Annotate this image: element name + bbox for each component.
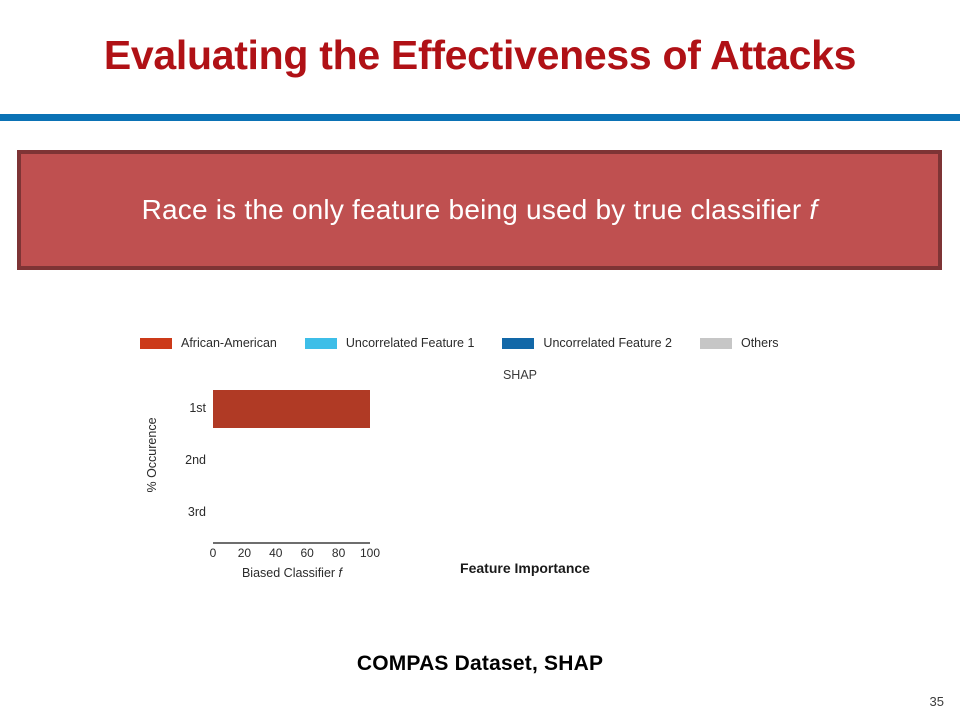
x-tick-100: 100 bbox=[359, 546, 381, 560]
callout-text: Race is the only feature being used by t… bbox=[142, 194, 818, 226]
chart-title: SHAP bbox=[502, 368, 538, 382]
bar-row-1st bbox=[213, 390, 370, 428]
x-tick-60: 60 bbox=[300, 546, 314, 560]
x-tick-20: 20 bbox=[237, 546, 252, 560]
x-axis-label: Biased Classifier f bbox=[196, 566, 388, 580]
title-divider bbox=[0, 114, 960, 121]
y-tick-3rd: 3rd bbox=[187, 505, 206, 519]
callout-box: Race is the only feature being used by t… bbox=[17, 150, 942, 270]
page-title: Evaluating the Effectiveness of Attacks bbox=[103, 32, 857, 78]
y-axis-label: % Occurence bbox=[145, 417, 159, 493]
legend-item-others: Others bbox=[699, 336, 779, 350]
slide-page-number: 35 bbox=[929, 694, 944, 709]
legend-item-uncorrelated-feature-2: Uncorrelated Feature 2 bbox=[502, 336, 672, 350]
shap-figure: African-American Uncorrelated Feature 1 … bbox=[130, 318, 830, 608]
y-tick-2nd: 2nd bbox=[185, 453, 206, 467]
x-axis-label-italic-f: f bbox=[338, 566, 343, 580]
legend-label-uncorrelated-feature-1: Uncorrelated Feature 1 bbox=[345, 336, 475, 350]
callout-text-italic-f: f bbox=[809, 194, 818, 225]
bar-row-3rd bbox=[213, 494, 370, 532]
legend-swatch-uncorrelated-feature-2 bbox=[502, 337, 535, 349]
legend-label-african-american: African-American bbox=[181, 336, 277, 350]
callout-text-main: Race is the only feature being used by t… bbox=[141, 194, 810, 225]
legend-label-uncorrelated-feature-2: Uncorrelated Feature 2 bbox=[543, 336, 672, 350]
bar-1st bbox=[213, 390, 370, 428]
chart-legend: African-American Uncorrelated Feature 1 … bbox=[140, 332, 820, 354]
bar-row-2nd bbox=[213, 442, 370, 480]
x-axis-label-main: Biased Classifier bbox=[241, 566, 339, 580]
x-tick-80: 80 bbox=[331, 546, 346, 560]
x-axis-ticks: 0 20 40 60 80 100 bbox=[196, 546, 388, 562]
y-tick-1st: 1st bbox=[189, 401, 206, 415]
x-tick-40: 40 bbox=[269, 546, 283, 560]
figure-caption: COMPAS Dataset, SHAP bbox=[356, 652, 604, 675]
legend-swatch-african-american bbox=[140, 337, 172, 349]
legend-item-african-american: African-American bbox=[140, 336, 277, 350]
legend-swatch-uncorrelated-feature-1 bbox=[304, 337, 337, 349]
legend-label-others: Others bbox=[740, 336, 779, 350]
legend-swatch-others bbox=[699, 337, 732, 349]
x-tick-0: 0 bbox=[209, 546, 217, 560]
legend-item-uncorrelated-feature-1: Uncorrelated Feature 1 bbox=[304, 336, 475, 350]
figure-footer-label: Feature Importance bbox=[460, 560, 590, 576]
x-axis-line bbox=[213, 542, 370, 544]
plot-area bbox=[213, 382, 370, 537]
